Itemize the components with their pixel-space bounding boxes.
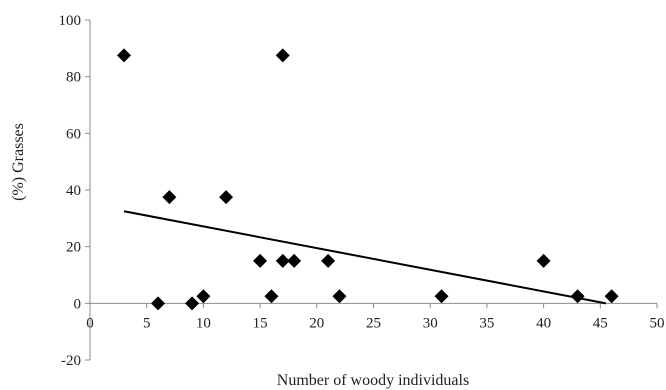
x-axis-title: Number of woody individuals xyxy=(277,372,469,389)
data-point xyxy=(287,253,302,268)
x-tick-label: 5 xyxy=(143,315,151,331)
data-point xyxy=(117,48,132,63)
data-point xyxy=(264,289,279,304)
axes: -20 0 20 40 60 80 100 0 5 10 15 20 25 30 35 40 45 50 xyxy=(59,13,665,369)
data-point xyxy=(185,296,200,311)
x-tick-label: 45 xyxy=(593,315,608,331)
y-tick-label: 100 xyxy=(59,13,82,29)
y-tick-label: 80 xyxy=(66,70,81,86)
x-tick-label: 20 xyxy=(309,315,324,331)
data-point xyxy=(196,289,211,304)
data-point xyxy=(570,289,585,304)
y-tick-label: 40 xyxy=(66,183,81,199)
data-point xyxy=(275,253,290,268)
x-tick-label: 30 xyxy=(423,315,438,331)
data-point xyxy=(321,253,336,268)
x-tick-label: 10 xyxy=(196,315,211,331)
x-tick-label: 0 xyxy=(86,315,94,331)
data-points xyxy=(117,48,619,311)
y-tick-label: 0 xyxy=(74,296,82,312)
data-point xyxy=(434,289,449,304)
y-tick-label: 20 xyxy=(66,240,81,256)
data-point xyxy=(253,253,268,268)
y-tick-label: -20 xyxy=(61,353,81,369)
y-tick-label: 60 xyxy=(66,126,81,142)
data-point xyxy=(219,190,234,205)
data-point xyxy=(151,296,166,311)
data-point xyxy=(536,253,551,268)
x-tick-label: 50 xyxy=(650,315,665,331)
x-tick-label: 40 xyxy=(536,315,551,331)
trendline xyxy=(123,210,607,305)
trendline-group xyxy=(123,210,607,305)
x-tick-label: 35 xyxy=(479,315,494,331)
data-point xyxy=(332,289,347,304)
y-axis-title: (%) Grasses xyxy=(10,123,27,201)
data-point xyxy=(275,48,290,63)
data-point xyxy=(604,289,619,304)
x-tick-label: 15 xyxy=(253,315,268,331)
x-tick-label: 25 xyxy=(366,315,381,331)
data-point xyxy=(162,190,177,205)
